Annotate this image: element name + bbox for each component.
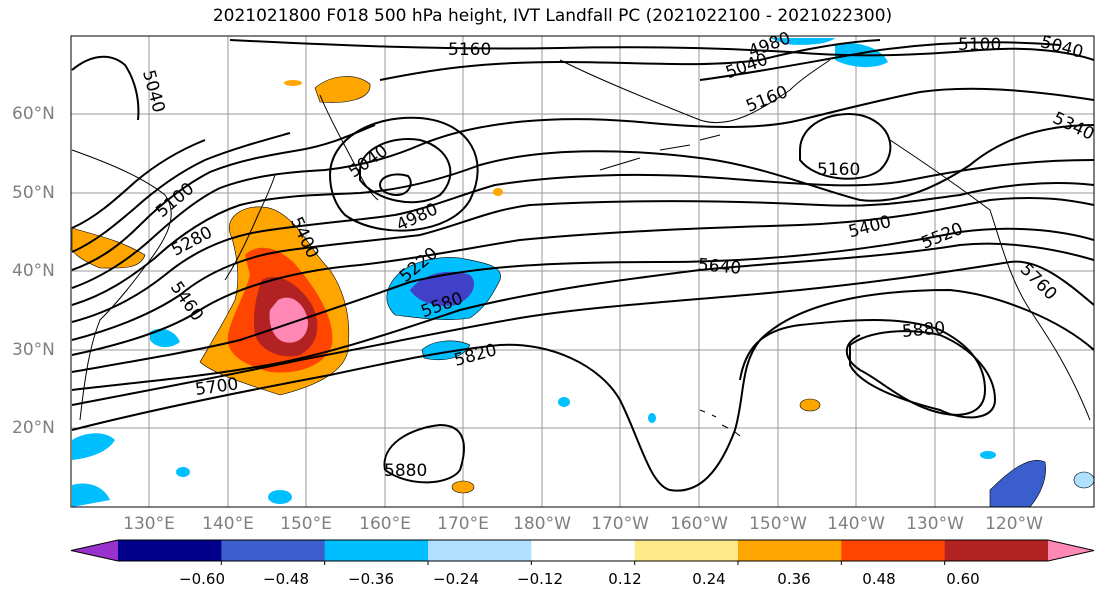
ivt-negative-small-5 <box>980 451 996 459</box>
lon-tick: 150°W <box>749 514 807 534</box>
lat-tick: 30°N <box>12 340 55 360</box>
lon-tick: 150°E <box>280 514 332 534</box>
lon-tick: 130°W <box>906 514 964 534</box>
ivt-negative-sw-2 <box>72 483 110 507</box>
colorbar <box>70 539 1095 565</box>
ivt-negative-small-1 <box>268 490 292 504</box>
aleutian-islands <box>599 134 721 171</box>
ivt-positive-north <box>314 76 371 103</box>
contour-5100-west <box>71 139 206 229</box>
lon-tick: 140°E <box>202 514 254 534</box>
colorbar-tick-label: 0.48 <box>862 570 896 588</box>
colorbar-segment <box>118 540 222 561</box>
ivt-negative-sw <box>72 433 115 460</box>
contour-5460 <box>71 159 1094 323</box>
ivt-negative-small-2 <box>176 467 190 477</box>
contour-5040-north <box>379 39 881 81</box>
lon-tick: 120°W <box>985 514 1043 534</box>
contour-4980-low-inner <box>378 173 412 197</box>
colorbar-segment <box>324 540 429 561</box>
colorbar-segment <box>531 540 636 561</box>
asia-coastline <box>71 149 172 421</box>
lat-tick: 60°N <box>12 104 55 124</box>
contour-5160-loop <box>799 113 892 180</box>
ivt-negative-small-4 <box>1073 471 1094 489</box>
colorbar-tick-label: −0.12 <box>517 570 563 588</box>
ivt-positive-small-4 <box>493 188 503 196</box>
contour-label: 5100 <box>958 35 1001 55</box>
colorbar-segment <box>738 540 842 561</box>
contour-label: 5160 <box>448 40 491 60</box>
contour-5880-east <box>739 319 987 416</box>
lat-tick: 50°N <box>12 183 55 203</box>
ivt-negative-se <box>989 460 1046 507</box>
colorbar-extend-max <box>1048 540 1094 561</box>
contour-5700 <box>71 242 1094 391</box>
ivt-negative-small-3 <box>558 397 570 407</box>
contour-5880-south <box>383 423 465 484</box>
ivt-negative-west-coast <box>150 328 180 348</box>
contour-5280 <box>71 124 376 271</box>
contour-5340 <box>71 87 1094 289</box>
colorbar-tick-label: 0.36 <box>777 570 811 588</box>
contour-5040-west <box>71 55 140 121</box>
lon-tick: 130°E <box>123 514 175 534</box>
lon-tick: 180°W <box>513 514 571 534</box>
colorbar-tick-label: 0.12 <box>608 570 642 588</box>
ivt-negative-top <box>770 38 835 45</box>
colorbar-outline <box>70 539 1095 562</box>
japan-coastline <box>224 174 276 281</box>
ivt-positive-plume-max <box>269 297 308 343</box>
contour-5640 <box>71 227 1094 373</box>
contour-5160-north <box>229 39 1094 61</box>
lon-tick: 160°E <box>359 514 411 534</box>
contour-label: 5880 <box>901 318 946 342</box>
map-frame <box>70 35 1095 508</box>
lon-tick: 170°W <box>591 514 649 534</box>
colorbar-tick-label: −0.36 <box>348 570 394 588</box>
contour-5520 <box>71 182 1094 341</box>
lon-tick: 140°W <box>827 514 885 534</box>
colorbar-segment <box>221 540 326 561</box>
ivt-negative-strong <box>410 271 475 306</box>
colorbar-segment <box>841 540 946 561</box>
colorbar-tick-label: 0.24 <box>692 570 726 588</box>
contour-label: 5160 <box>817 160 860 180</box>
contour-label: 5640 <box>697 255 742 279</box>
ivt-positive-small-1 <box>284 80 302 86</box>
colorbar-segment <box>944 540 1049 561</box>
colorbar-segment <box>428 540 532 561</box>
lat-tick: 40°N <box>12 261 55 281</box>
ivt-positive-small-2 <box>799 398 821 412</box>
contour-5760 <box>71 260 1094 406</box>
hawaii-islands <box>699 409 741 437</box>
contour-5880-east-b <box>849 330 997 419</box>
contour-4980-low <box>359 138 452 204</box>
contour-label: 5880 <box>384 461 427 481</box>
contour-5820 <box>71 288 1094 492</box>
lon-tick: 160°W <box>670 514 728 534</box>
contour-5400 <box>71 124 1094 306</box>
alaska-coastline <box>559 59 831 124</box>
colorbar-tick-label: 0.60 <box>946 570 980 588</box>
contour-5220 <box>71 132 291 253</box>
map-title: 2021021800 F018 500 hPa height, IVT Land… <box>212 6 893 26</box>
ivt-negative-small-6 <box>648 413 656 423</box>
coastlines <box>71 59 1091 437</box>
lon-tick: 170°E <box>437 514 489 534</box>
contour-5580 <box>71 196 1094 356</box>
colorbar-tick-label: −0.48 <box>263 570 309 588</box>
colorbar-tick-label: −0.24 <box>433 570 479 588</box>
colorbar-tick-label: −0.60 <box>179 570 225 588</box>
colorbar-segment <box>634 540 739 561</box>
lat-tick: 20°N <box>12 418 55 438</box>
ivt-positive-small-3 <box>451 480 475 494</box>
height-contours <box>71 39 1094 492</box>
north-america-coastline <box>889 139 1091 421</box>
contour-5040-low <box>328 116 479 232</box>
colorbar-extend-min <box>71 540 118 561</box>
contour-5100-north <box>699 41 1061 81</box>
